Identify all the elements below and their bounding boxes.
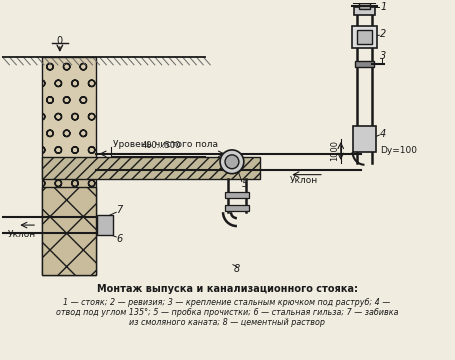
Text: Dу=100: Dу=100: [380, 147, 417, 156]
Text: 1: 1: [380, 3, 387, 13]
Text: 1 — стояк; 2 — ревизия; 3 — крепление стальным крючком под раструб; 4 —: 1 — стояк; 2 — ревизия; 3 — крепление ст…: [63, 298, 391, 307]
Text: 1000: 1000: [330, 140, 339, 161]
Bar: [42, 168, 96, 275]
Text: 2: 2: [380, 29, 387, 39]
Bar: [357, 30, 372, 44]
Bar: [354, 61, 374, 67]
Circle shape: [225, 155, 239, 169]
Text: 0: 0: [57, 36, 63, 46]
Bar: [354, 8, 375, 15]
Bar: [225, 205, 249, 211]
Bar: [359, 0, 370, 9]
Bar: [97, 215, 113, 235]
Bar: [42, 188, 96, 275]
Bar: [42, 57, 96, 168]
Text: 400...500: 400...500: [142, 141, 182, 150]
Text: 8: 8: [234, 264, 240, 274]
Text: 4: 4: [380, 129, 387, 139]
Text: Уклон: Уклон: [7, 230, 35, 239]
Text: 6: 6: [116, 234, 122, 244]
Circle shape: [220, 150, 244, 174]
Bar: [225, 193, 249, 198]
Bar: [352, 26, 377, 48]
Text: Уровень чистого пола: Уровень чистого пола: [113, 140, 218, 149]
Bar: [353, 126, 376, 152]
Text: 5: 5: [242, 179, 248, 189]
Text: 3: 3: [380, 51, 387, 61]
Text: Монтаж выпуска и канализационного стояка:: Монтаж выпуска и канализационного стояка…: [96, 284, 358, 294]
Bar: [42, 157, 260, 179]
Text: отвод под углом 135°; 5 — пробка прочистки; 6 — стальная гильза; 7 — забивка: отвод под углом 135°; 5 — пробка прочист…: [56, 308, 398, 317]
Text: 7: 7: [116, 205, 122, 215]
Text: Уклон: Уклон: [290, 176, 318, 185]
Text: из смоляного каната; 8 — цементный раствор: из смоляного каната; 8 — цементный раств…: [129, 318, 325, 327]
